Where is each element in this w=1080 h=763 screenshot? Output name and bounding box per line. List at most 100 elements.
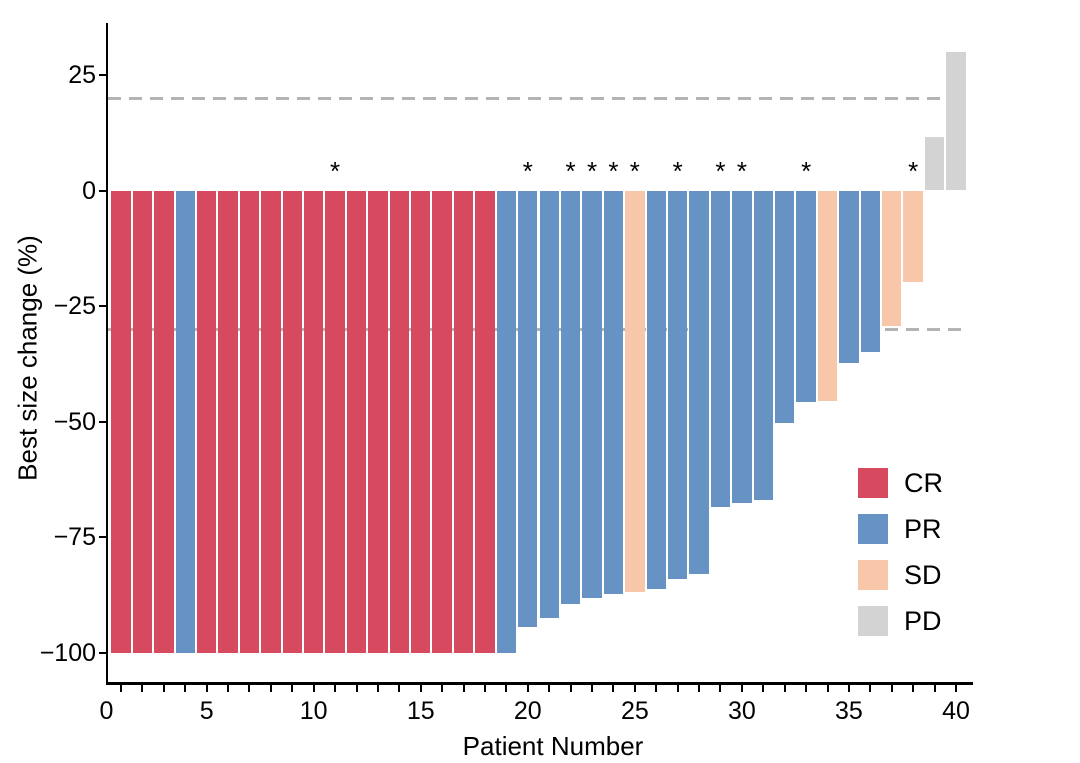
x-tick-21 — [548, 684, 551, 692]
bar-patient-9 — [282, 190, 302, 653]
x-tick-28 — [698, 684, 701, 692]
x-tick-33 — [805, 684, 808, 692]
bar-patient-38 — [903, 190, 923, 282]
bar-patient-17 — [453, 190, 474, 653]
y-tick--50 — [98, 420, 106, 423]
bar-patient-23 — [582, 190, 602, 598]
bar-patient-31 — [753, 190, 773, 501]
legend-item-pr: PR — [858, 514, 943, 544]
pd-label: PD — [904, 606, 942, 636]
x-tick-34 — [826, 684, 829, 692]
bar-patient-20 — [518, 190, 538, 628]
reference-line-20 — [108, 96, 968, 100]
bar-patient-29 — [710, 190, 731, 507]
legend: CR PR SD PD — [858, 468, 943, 636]
x-tick-37 — [890, 684, 893, 692]
y-tick-label--50: −50 — [53, 407, 96, 436]
x-tick-38 — [912, 684, 915, 692]
bar-patient-4 — [175, 190, 195, 653]
bar-patient-21 — [539, 190, 559, 618]
x-tick-15 — [419, 684, 422, 692]
bar-patient-6 — [218, 190, 238, 653]
x-tick-label-30: 30 — [727, 697, 756, 725]
x-tick-1 — [120, 684, 122, 692]
bar-patient-12 — [346, 190, 367, 653]
bar-patient-8 — [261, 190, 281, 653]
asterisk-patient-11: * — [330, 156, 341, 186]
bar-patient-32 — [775, 190, 795, 424]
bar-patient-27 — [667, 190, 688, 580]
x-tick-6 — [227, 684, 230, 692]
x-tick-18 — [483, 684, 486, 692]
x-tick-7 — [248, 684, 251, 692]
x-axis-title: Patient Number — [462, 731, 644, 761]
x-tick-29 — [719, 684, 722, 692]
y-tick--100 — [98, 651, 106, 654]
y-tick--75 — [98, 536, 106, 538]
asterisk-patient-22: * — [565, 156, 576, 186]
bar-patient-10 — [304, 190, 324, 653]
bar-patient-24 — [603, 190, 624, 594]
x-tick-label-20: 20 — [513, 697, 542, 725]
pr-label: PR — [904, 514, 942, 544]
bar-patient-7 — [239, 190, 260, 653]
bar-patient-11 — [325, 190, 345, 653]
bar-patient-1 — [111, 190, 131, 653]
x-tick-4 — [184, 684, 187, 692]
sd-label: SD — [904, 560, 942, 590]
x-tick-11 — [334, 684, 337, 692]
x-tick-26 — [655, 684, 658, 692]
bar-patient-3 — [154, 190, 174, 653]
bar-patient-2 — [132, 190, 153, 653]
x-tick-17 — [462, 684, 465, 692]
bar-patient-13 — [368, 190, 388, 653]
pr-swatch — [858, 514, 888, 544]
asterisk-patient-20: * — [522, 156, 533, 186]
x-tick-27 — [676, 684, 679, 692]
asterisk-patient-23: * — [586, 156, 598, 186]
y-tick-label--25: −25 — [53, 292, 96, 320]
asterisk-patient-25: * — [629, 156, 640, 186]
x-tick-9 — [291, 684, 294, 692]
bar-patient-15 — [411, 190, 431, 653]
asterisk-patient-38: * — [908, 156, 919, 186]
bar-patient-33 — [796, 190, 816, 402]
cr-label: CR — [904, 468, 943, 498]
y-tick-0 — [98, 189, 106, 192]
bar-patient-30 — [732, 190, 752, 504]
bar-patient-18 — [475, 190, 495, 653]
bar-patient-36 — [860, 190, 881, 352]
x-tick-24 — [612, 684, 615, 692]
x-tick-25 — [633, 684, 636, 692]
x-tick-22 — [569, 684, 572, 692]
bar-patient-16 — [432, 190, 452, 653]
x-tick-label-40: 40 — [942, 697, 970, 725]
x-tick-label-10: 10 — [299, 697, 328, 725]
x-tick-label-25: 25 — [620, 697, 649, 725]
asterisk-patient-33: * — [801, 156, 812, 186]
x-tick-19 — [505, 684, 508, 692]
y-axis-title: Best size change (%) — [12, 235, 43, 481]
y-tick-label--100: −100 — [39, 638, 96, 667]
x-axis-line — [105, 682, 973, 685]
x-tick-label-35: 35 — [835, 697, 863, 725]
bar-patient-19 — [496, 190, 517, 653]
cr-swatch — [858, 468, 888, 498]
sd-swatch — [858, 560, 888, 590]
x-tick-label-0: 0 — [99, 697, 114, 725]
bar-patient-22 — [560, 190, 581, 604]
x-tick-31 — [762, 684, 765, 692]
y-tick-label-0: 0 — [82, 176, 96, 205]
x-tick-label-15: 15 — [406, 697, 435, 725]
legend-item-cr: CR — [858, 468, 943, 498]
x-tick-30 — [740, 684, 743, 692]
bar-patient-28 — [689, 190, 709, 574]
bar-patient-37 — [882, 190, 902, 326]
bar-patient-5 — [196, 190, 217, 653]
x-tick-16 — [441, 684, 444, 692]
bar-patient-26 — [646, 190, 666, 590]
bar-patient-34 — [817, 190, 838, 401]
bar-patient-35 — [839, 190, 859, 363]
x-tick-23 — [591, 684, 594, 692]
